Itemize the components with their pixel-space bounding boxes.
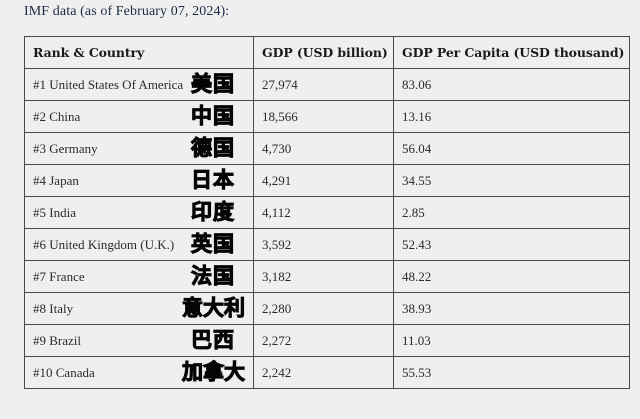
rank-country-cell: #4 Japan 日本 (24, 164, 254, 197)
table-row: #4 Japan 日本 4,291 34.55 (24, 164, 630, 197)
table-row: #5 India 印度 4,112 2.85 (24, 196, 630, 229)
rank-country-text: #7 France (33, 268, 85, 284)
gdp-ranking-table: Rank & Country GDP (USD billion) GDP Per… (24, 36, 630, 389)
rank-country-text: #8 Italy (33, 300, 74, 316)
gdp-cell: 2,242 (253, 356, 394, 389)
table-header-row: Rank & Country GDP (USD billion) GDP Per… (24, 36, 630, 69)
chinese-country-name: 意大利 (182, 295, 246, 320)
gdp-per-capita-cell: 38.93 (393, 292, 630, 325)
table-row: #3 Germany 德国 4,730 56.04 (24, 132, 630, 165)
gdp-per-capita-cell: 13.16 (393, 100, 630, 133)
gdp-per-capita-cell: 52.43 (393, 228, 630, 261)
table-row: #8 Italy 意大利 2,280 38.93 (24, 292, 630, 325)
header-gdp-per-capita: GDP Per Capita (USD thousand) (393, 36, 630, 69)
rank-country-text: #5 India (33, 204, 76, 220)
rank-country-cell: #6 United Kingdom (U.K.) 英国 (24, 228, 254, 261)
gdp-cell: 4,112 (253, 196, 394, 229)
table-row: #6 United Kingdom (U.K.) 英国 3,592 52.43 (24, 228, 630, 261)
gdp-per-capita-cell: 34.55 (393, 164, 630, 197)
chinese-country-name: 巴西 (191, 327, 235, 352)
gdp-per-capita-cell: 48.22 (393, 260, 630, 293)
chinese-country-name: 加拿大 (182, 359, 246, 384)
rank-country-text: #3 Germany (33, 140, 98, 156)
gdp-cell: 2,272 (253, 324, 394, 357)
chinese-country-name: 印度 (191, 199, 235, 224)
chinese-country-name: 日本 (191, 167, 235, 192)
chinese-country-name: 中国 (191, 103, 235, 128)
gdp-cell: 3,182 (253, 260, 394, 293)
table-row: #7 France 法国 3,182 48.22 (24, 260, 630, 293)
chinese-country-name: 英国 (191, 231, 235, 256)
rank-country-text: #9 Brazil (33, 332, 82, 348)
gdp-cell: 2,280 (253, 292, 394, 325)
chinese-country-name: 德国 (191, 135, 235, 160)
chinese-country-name: 法国 (191, 263, 235, 288)
gdp-per-capita-cell: 83.06 (393, 68, 630, 101)
gdp-per-capita-cell: 56.04 (393, 132, 630, 165)
chinese-country-name: 美国 (191, 71, 235, 96)
table-row: #10 Canada 加拿大 2,242 55.53 (24, 356, 630, 389)
gdp-cell: 4,291 (253, 164, 394, 197)
rank-country-cell: #9 Brazil 巴西 (24, 324, 254, 357)
gdp-cell: 3,592 (253, 228, 394, 261)
gdp-per-capita-cell: 11.03 (393, 324, 630, 357)
rank-country-cell: #2 China 中国 (24, 100, 254, 133)
rank-country-text: #2 China (33, 108, 81, 124)
gdp-cell: 4,730 (253, 132, 394, 165)
table-row: #1 United States Of America 美国 27,974 83.… (24, 68, 630, 101)
header-rank-country: Rank & Country (24, 36, 254, 69)
rank-country-cell: #3 Germany 德国 (24, 132, 254, 165)
rank-country-text: #10 Canada (33, 364, 95, 380)
gdp-cell: 27,974 (253, 68, 394, 101)
gdp-per-capita-cell: 55.53 (393, 356, 630, 389)
rank-country-cell: #8 Italy 意大利 (24, 292, 254, 325)
rank-country-text: #6 United Kingdom (U.K.) (33, 236, 175, 252)
header-gdp: GDP (USD billion) (253, 36, 394, 69)
rank-country-text: #1 United States Of America (33, 76, 184, 92)
table-row: #2 China 中国 18,566 13.16 (24, 100, 630, 133)
gdp-per-capita-cell: 2.85 (393, 196, 630, 229)
rank-country-text: #4 Japan (33, 172, 79, 188)
rank-country-cell: #1 United States Of America 美国 (24, 68, 254, 101)
table-caption: IMF data (as of February 07, 2024): (24, 4, 230, 19)
gdp-cell: 18,566 (253, 100, 394, 133)
table-row: #9 Brazil 巴西 2,272 11.03 (24, 324, 630, 357)
rank-country-cell: #5 India 印度 (24, 196, 254, 229)
rank-country-cell: #7 France 法国 (24, 260, 254, 293)
rank-country-cell: #10 Canada 加拿大 (24, 356, 254, 389)
